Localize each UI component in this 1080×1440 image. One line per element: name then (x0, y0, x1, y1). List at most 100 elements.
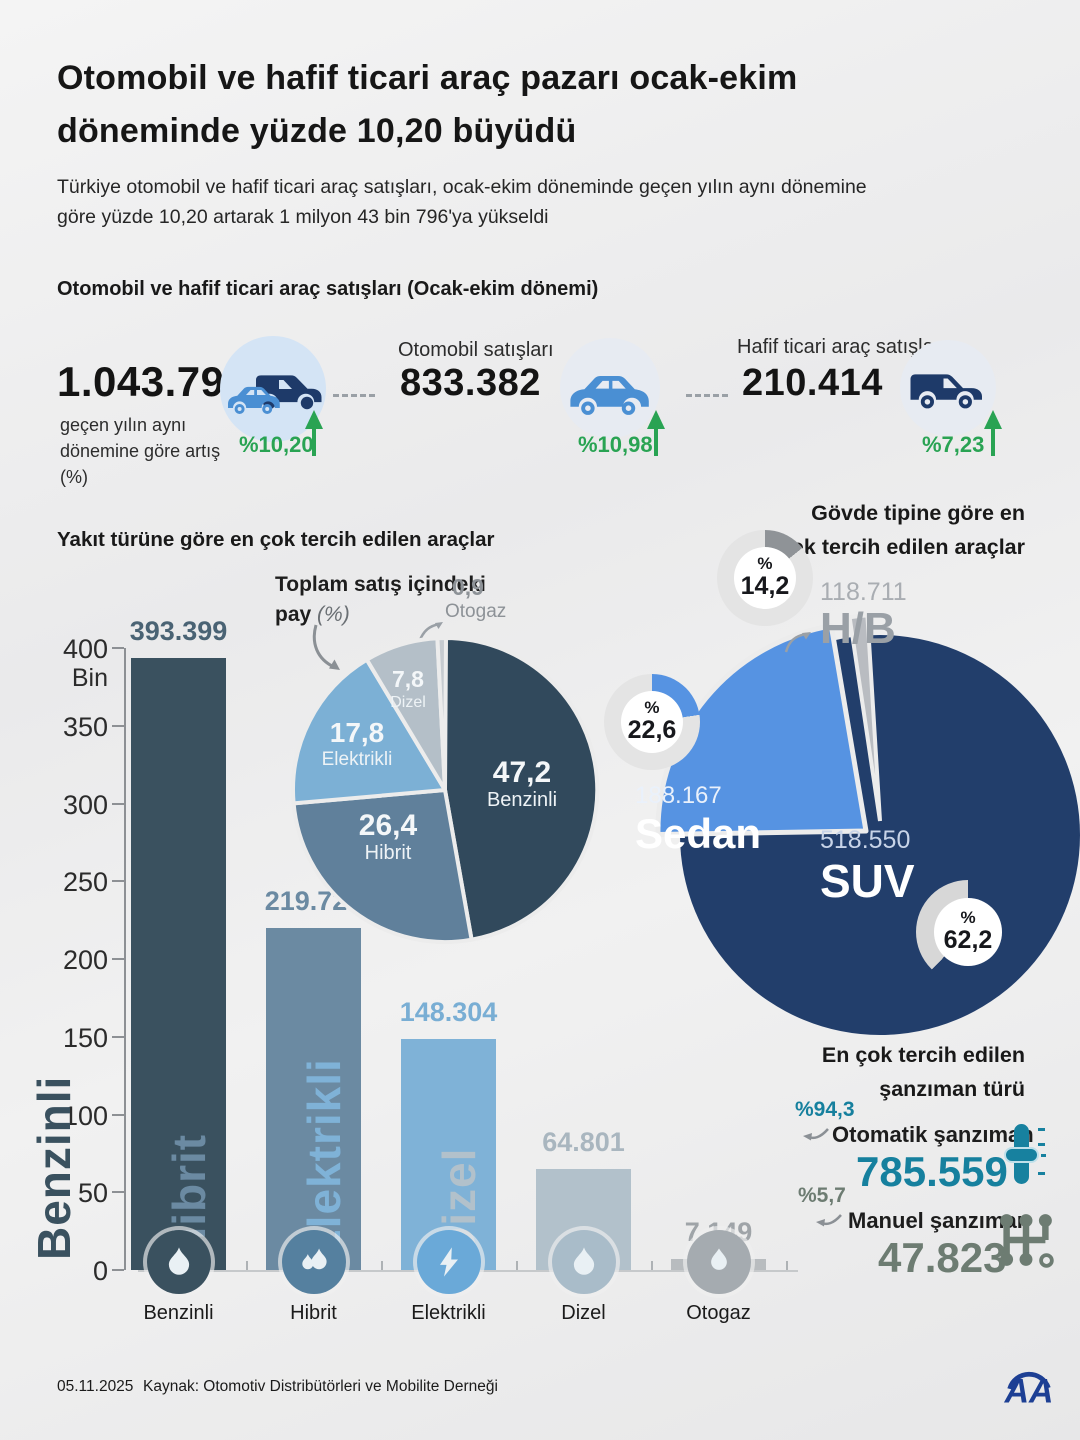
lcv-sales-value: 210.414 (742, 362, 883, 404)
bar-hibrit (266, 928, 361, 1270)
bar-value-label: 393.399 (129, 616, 228, 647)
car-icon (570, 376, 649, 415)
y-axis-tick-label: 0 (92, 1256, 108, 1286)
manual-share-pct: %5,7 (798, 1184, 846, 1207)
bar-category-label: Otogaz (686, 1302, 751, 1324)
suv-labels: 518.550 SUV (820, 826, 970, 908)
y-axis-tick-label: 400 (62, 634, 108, 664)
pie-slice-value: 47,2 (493, 756, 551, 789)
footer-source: Kaynak: Otomotiv Distribütörleri ve Mobi… (143, 1378, 498, 1395)
hook-arrow-icon (816, 1214, 842, 1227)
y-axis-tick (112, 1035, 124, 1038)
bar-category-label: Dizel (561, 1302, 606, 1324)
automatic-value: 785.559 (856, 1148, 1008, 1195)
y-axis-line (124, 648, 126, 1270)
manual-value: 47.823 (878, 1234, 1007, 1281)
y-axis-unit-label: Bin (71, 664, 108, 692)
bar-category-label: Elektrikli (411, 1302, 486, 1324)
pie-slice-name: Dizel (390, 694, 426, 711)
x-axis-tick (381, 1261, 383, 1270)
bar-value-label: 64.801 (542, 1127, 625, 1158)
x-axis-tick (786, 1261, 788, 1270)
dashed-connector (686, 394, 728, 397)
flame-icon (573, 1247, 594, 1275)
y-axis-tick-label: 100 (62, 1100, 108, 1131)
otogaz-share-name: Otogaz (445, 601, 507, 622)
hb-sliver (847, 613, 882, 822)
total-sales-caption: geçen yılın aynı dönemine göre artış (%) (60, 415, 221, 488)
van-icon (910, 374, 982, 409)
y-axis-tick (112, 724, 124, 727)
fuel-icon-circle (146, 1230, 211, 1294)
x-axis-tick (246, 1261, 248, 1270)
pie-slice-value: 17,8 (330, 717, 385, 748)
pie-slice-name: Hibrit (365, 842, 412, 864)
y-axis-tick (112, 647, 124, 649)
pie-slice-value: 26,4 (359, 809, 418, 842)
bar-category-label: Benzinli (143, 1302, 214, 1324)
pie-slice-otogaz (435, 635, 448, 792)
automatic-share-pct: %94,3 (795, 1098, 855, 1121)
y-axis-tick (112, 880, 124, 883)
pie-slice-hibrit (291, 788, 474, 945)
sedan-share-pct: 22,6 (627, 716, 677, 745)
x-axis-tick (651, 1261, 653, 1270)
y-axis-tick-label: 200 (62, 945, 108, 975)
pie-title: Toplam satış içindeki pay (%) (275, 570, 505, 631)
percent-sign: % (757, 554, 773, 574)
suv-share-gauge-label: % 62,2 (934, 898, 1002, 966)
percent-sign: % (960, 908, 976, 928)
up-arrow-icon (305, 410, 323, 456)
pie-slice-elektrikli (291, 657, 447, 806)
hb-count: 118.711 (820, 578, 907, 606)
summary-heading: Otomobil ve hafif ticari araç satışları … (57, 278, 599, 300)
lcv-sales-label: Hafif ticari araç satışları (737, 336, 946, 358)
hb-share-pct: 14,2 (740, 572, 790, 601)
fuel-icon-circle (551, 1230, 616, 1294)
pie-title-text: Toplam satış içindeki pay (275, 573, 486, 627)
pie-slice-value: 7,8 (392, 666, 424, 692)
fuel-icon-circle (416, 1230, 481, 1294)
manual-gearbox-icon (1000, 1214, 1054, 1268)
footer-date: 05.11.2025 (57, 1378, 134, 1395)
y-axis-tick-label: 250 (62, 867, 108, 898)
y-axis-tick-label: 300 (62, 789, 108, 820)
car-sales-label: Otomobil satışları (398, 339, 554, 361)
small-curved-arrow-icon (418, 622, 443, 641)
bar-rotated-label: Hibrit (163, 1133, 215, 1260)
y-axis-tick (112, 1191, 124, 1194)
transmission-heading: En çok tercih edilen şanzıman türü (821, 1043, 1025, 1102)
y-axis-tick (112, 958, 124, 960)
hb-share-gauge-label: % 14,2 (733, 546, 797, 610)
suv-label: SUV (820, 855, 915, 907)
y-axis-tick (112, 1269, 124, 1271)
svg-text:AA: AA (1004, 1372, 1054, 1410)
car-and-van-icon (228, 375, 322, 414)
hybrid-flame-icon (301, 1248, 327, 1270)
sedan-count: 188.167 (635, 782, 722, 809)
small-curved-arrow-icon (784, 632, 811, 653)
sedan-label: Sedan (635, 810, 762, 857)
drop-icon (710, 1248, 727, 1270)
suv-count: 518.550 (820, 826, 911, 854)
flame-icon (168, 1247, 189, 1275)
fuel-icon-circle (686, 1230, 751, 1294)
total-sales-value: 1.043.796 (57, 358, 249, 405)
y-axis-tick-label: 50 (77, 1178, 108, 1209)
suv-share-gauge: % 62,2 (916, 880, 1020, 984)
suv-share-pct: 62,2 (943, 926, 993, 955)
manual-label: Manuel şanzıman (848, 1208, 1031, 1233)
bolt-icon (439, 1247, 458, 1277)
pie-slice-benzinli (443, 635, 600, 942)
y-axis-tick (112, 802, 124, 805)
otogaz-share-value: 0,9 (452, 574, 484, 600)
bar-rotated-label: Benzinli (28, 1075, 80, 1260)
car-sales-value: 833.382 (400, 362, 541, 404)
bar-benzinli (131, 658, 226, 1270)
agency-logo: AA (1004, 1371, 1054, 1410)
bar-value-label: 148.304 (399, 997, 498, 1028)
sedan-share-gauge: % 22,6 (604, 674, 700, 770)
total-change-value: %10,20 (239, 432, 314, 457)
percent-sign: % (644, 698, 660, 718)
